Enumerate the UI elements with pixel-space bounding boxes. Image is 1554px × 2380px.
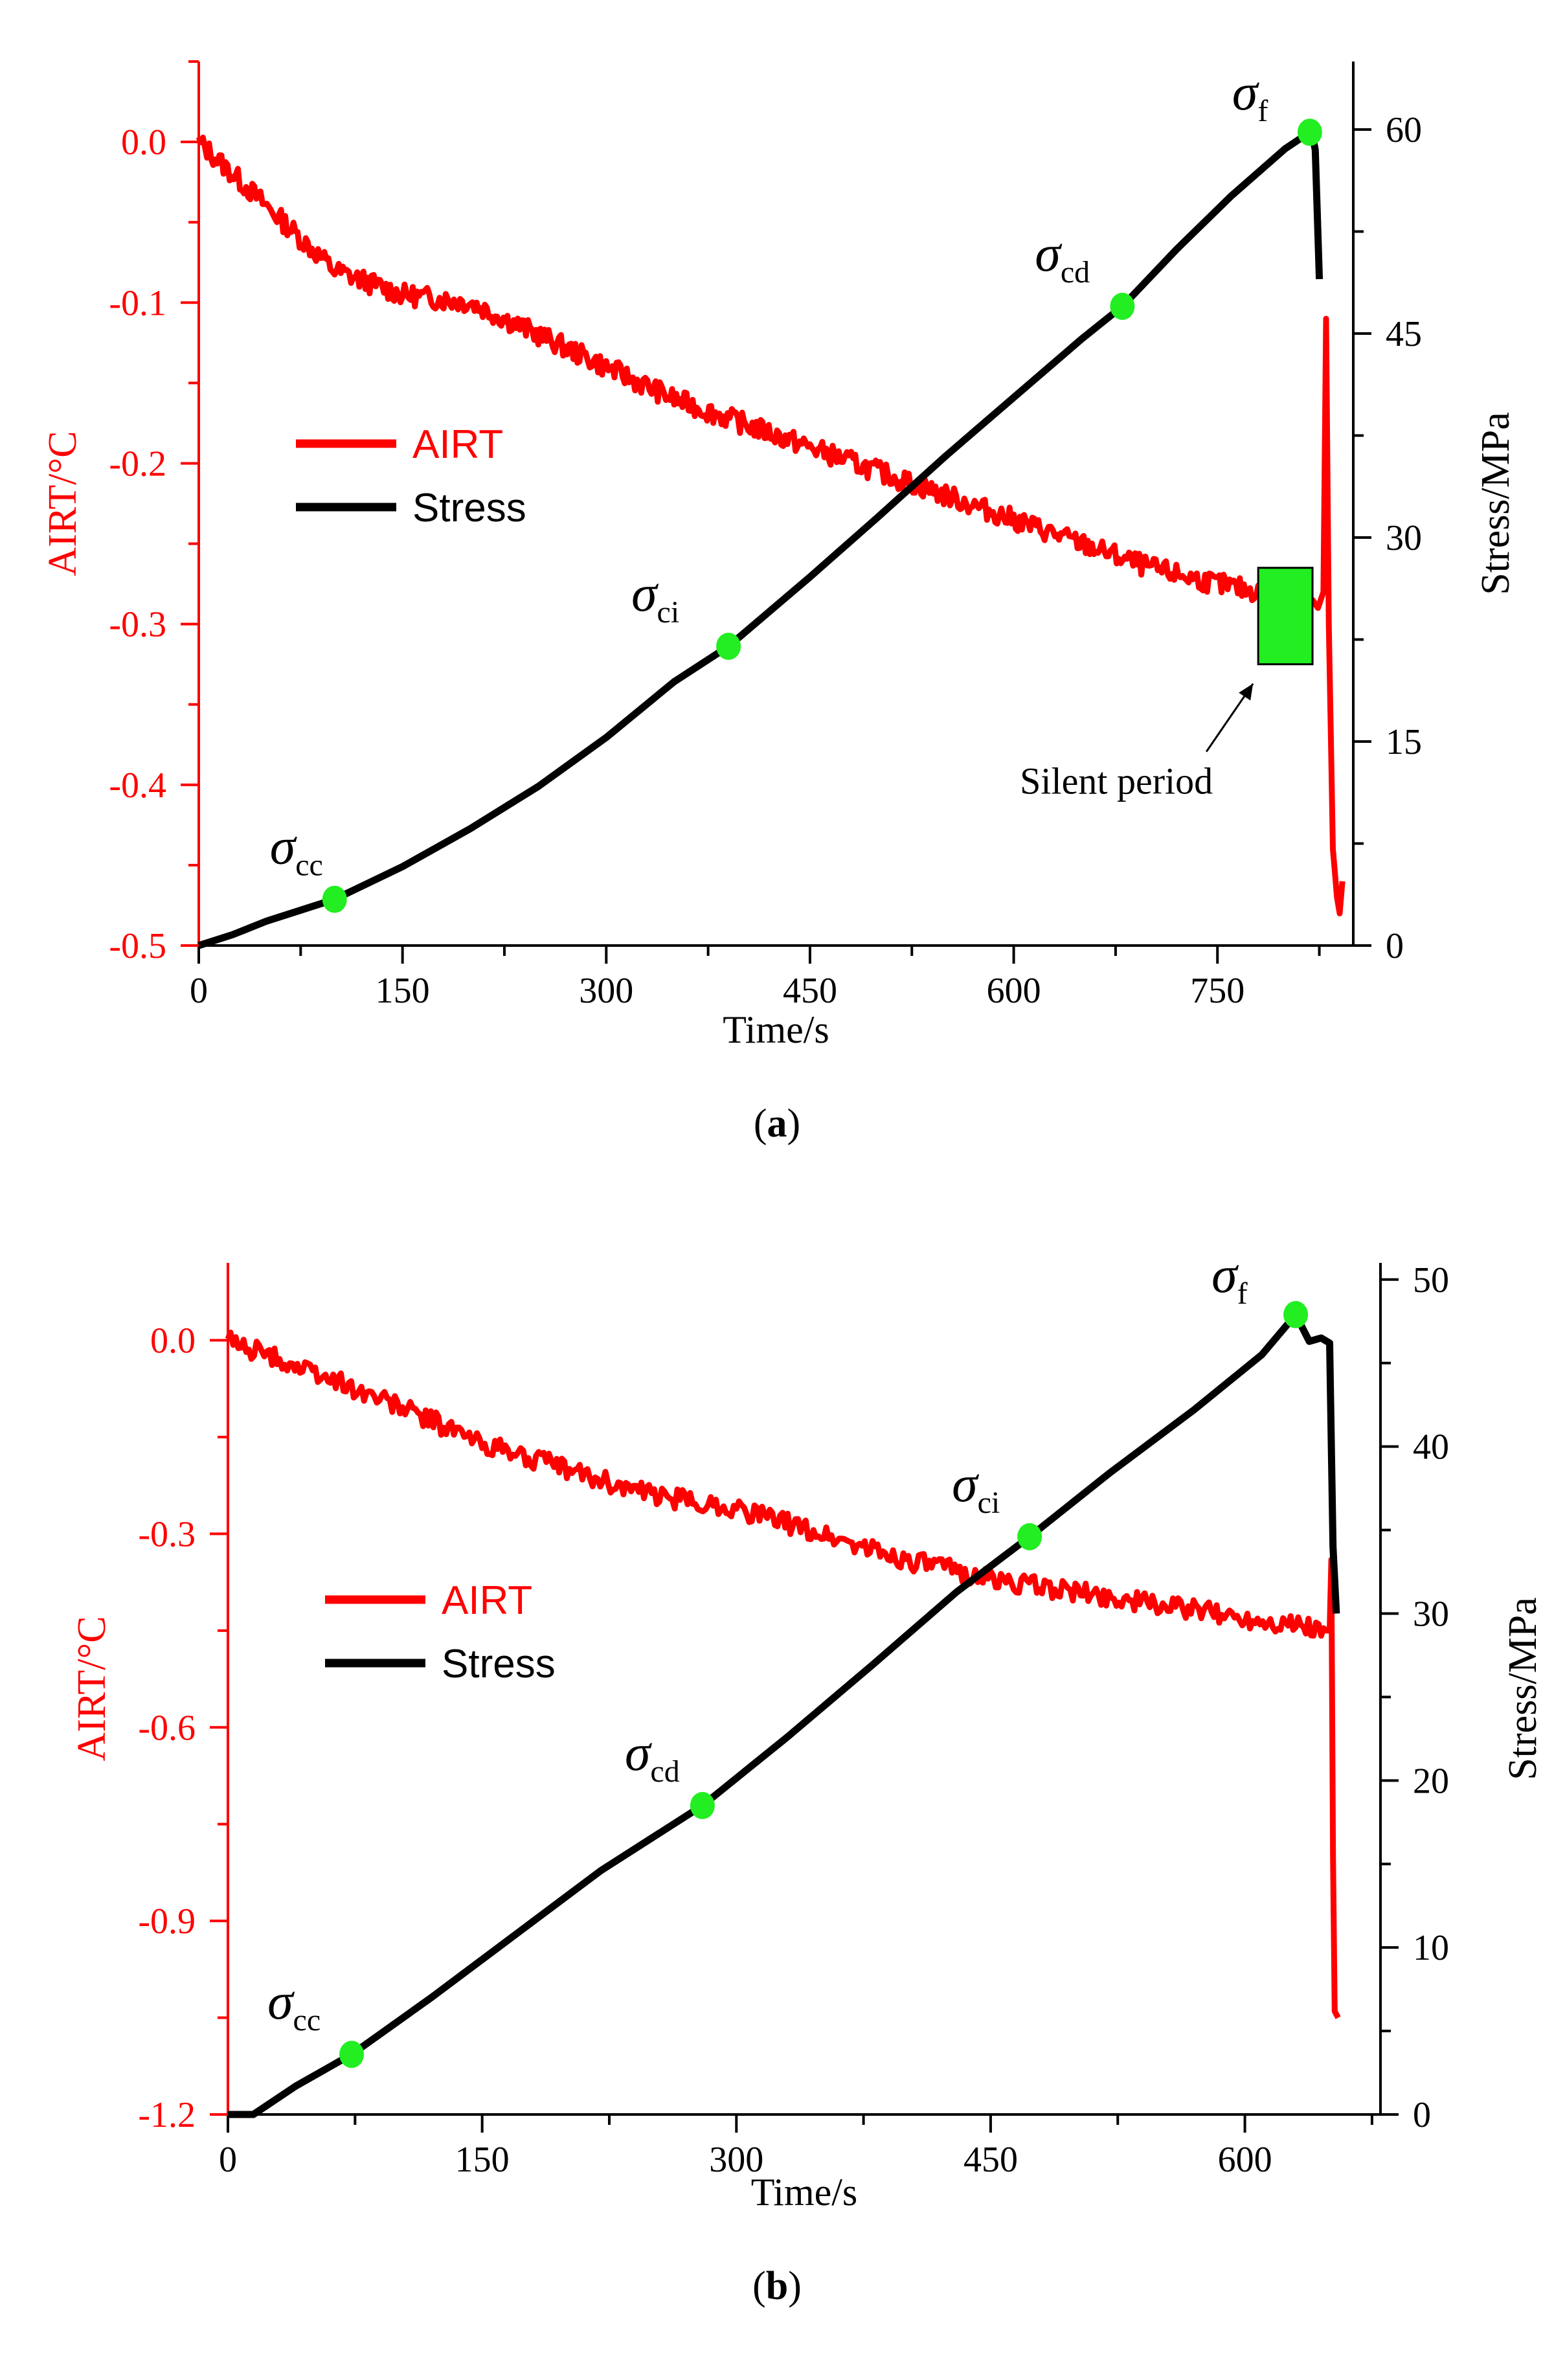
right-tick-label: 30 [1386,518,1422,558]
legend-label-airt: AIRT [442,1578,532,1623]
left-tick-label: 0.0 [150,1321,196,1361]
x-tick-label: 150 [376,971,430,1011]
panel-label: (a) [754,1102,800,1146]
x-tick-label: 450 [963,2140,1018,2180]
legend-label-airt: AIRT [412,422,503,467]
left-tick-label: -0.2 [109,444,166,484]
x-axis-label: Time/s [723,1008,829,1051]
right-tick-label: 50 [1413,1260,1449,1300]
right-axis-label: Stress/MPa [1474,412,1518,595]
chart-panel-b: 0 150 300 450 600 0.0 -0.3 -0.6 -0.9 -1.2 0 10 20 30 4… [70,1247,1545,2308]
silent-period-box [1257,567,1314,666]
right-axis-label: Stress/MPa [1501,1597,1545,1780]
left-tick-label: -0.9 [138,1901,196,1942]
legend-label-stress: Stress [412,486,526,530]
left-tick-label: -0.6 [138,1708,196,1748]
stress-marker-ci [1017,1523,1042,1550]
left-tick-label: -0.3 [138,1514,196,1554]
stress-marker-f [1283,1300,1309,1328]
series-line-stress [197,128,1323,949]
right-tick-label: 40 [1413,1427,1449,1468]
left-tick-label: -1.2 [138,2095,196,2135]
stress-marker-cc [322,885,347,913]
right-tick-label: 60 [1386,110,1422,150]
marker-label-f: σf [1232,64,1268,128]
left-axis-label: AIRT/°C [41,431,85,576]
marker-label-f: σf [1211,1247,1247,1311]
series-line-airt [196,134,1346,916]
x-tick-label: 600 [987,971,1041,1011]
marker-label-ci: σci [952,1456,1000,1520]
stress-marker-f [1297,119,1322,146]
right-tick-label: 10 [1413,1928,1449,1968]
left-tick-label: 0.0 [121,122,166,163]
x-tick-label: 600 [1218,2140,1272,2180]
left-tick-label: -0.5 [109,926,166,966]
right-tick-label: 0 [1386,926,1404,966]
panel-label: (b) [752,2264,802,2308]
marker-label-cd: σcd [1035,225,1090,289]
silent-period-label: Silent period [1020,760,1213,802]
stress-marker-ci [716,633,741,660]
right-tick-label: 20 [1413,1761,1449,1801]
x-tick-label: 0 [219,2140,237,2180]
right-tick-label: 0 [1413,2095,1431,2135]
x-tick-label: 300 [579,971,633,1011]
series-line-airt [225,1330,1341,2019]
left-axis-label: AIRT/°C [70,1616,114,1761]
series-line-stress [228,1311,1340,2118]
x-axis-label: Time/s [751,2171,858,2214]
right-tick-label: 45 [1386,314,1422,354]
x-tick-label: 0 [190,971,208,1011]
stress-marker-cd [690,1791,715,1819]
silent-period-arrowhead [1239,683,1254,701]
legend-label-stress: Stress [442,1642,556,1686]
x-tick-label: 750 [1190,971,1244,1011]
right-tick-label: 30 [1413,1594,1449,1634]
x-tick-label: 450 [783,971,837,1011]
marker-label-cc: σcc [270,819,323,883]
stress-marker-cc [339,2041,365,2068]
left-tick-label: -0.1 [109,283,166,323]
x-tick-label: 150 [455,2140,510,2180]
stress-marker-cd [1110,293,1135,320]
marker-label-cd: σcd [625,1725,680,1789]
left-tick-label: -0.3 [109,605,166,645]
right-tick-label: 15 [1386,722,1422,762]
x-tick-label: 300 [709,2140,763,2180]
marker-label-ci: σci [631,565,679,629]
marker-label-cc: σcc [267,1973,321,2037]
chart-panel-a: 0 150 300 450 600 750 0.0 -0.1 -0.2 -0.3 -0.4 -0.5 0… [41,60,1518,1146]
left-tick-label: -0.4 [109,765,166,806]
